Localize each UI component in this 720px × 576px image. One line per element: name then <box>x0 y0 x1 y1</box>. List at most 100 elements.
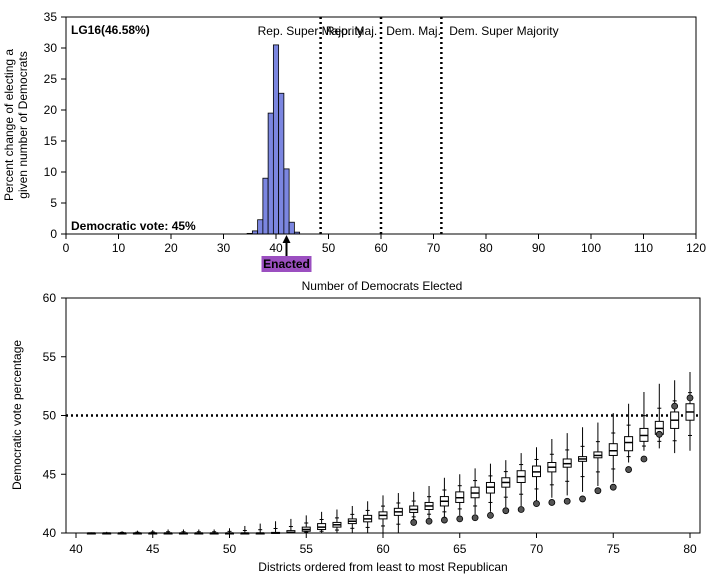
boxplot-y-tick-label: 60 <box>43 291 57 305</box>
boxplot-y-axis-label: Democratic vote percentage <box>10 340 24 490</box>
region-label: Rep. Super Majority <box>258 24 364 38</box>
box-whisker <box>317 511 327 533</box>
box-whisker <box>255 523 265 535</box>
enacted-point <box>563 497 571 505</box>
box-whisker <box>532 447 541 508</box>
histogram-bar <box>262 177 269 235</box>
histogram-x-tick-label: 50 <box>322 241 336 255</box>
histogram-x-axis-label: Number of Democrats Elected <box>302 279 463 293</box>
box-whisker <box>424 486 434 525</box>
histogram-x-tick-label: 100 <box>581 241 601 255</box>
box-whisker <box>547 439 557 506</box>
enacted-arrow-head <box>282 235 291 243</box>
enacted-point <box>517 506 525 513</box>
enacted-point <box>471 514 479 522</box>
histogram-y-tick-label: 15 <box>44 134 58 148</box>
histogram-y-axis-label-line2: given number of Democrats <box>16 51 30 198</box>
histogram-y-tick-label: 20 <box>44 103 58 117</box>
box-whisker <box>608 413 618 491</box>
box-whisker <box>670 380 680 454</box>
box-whisker <box>593 422 603 495</box>
histogram-x-tick-label: 20 <box>164 241 178 255</box>
boxplot-y-tick-label: 50 <box>43 409 57 423</box>
enacted-point <box>655 430 663 438</box>
histogram-bar <box>267 112 274 235</box>
box-whisker <box>347 505 357 533</box>
boxplot-x-tick-label: 50 <box>223 542 237 556</box>
histogram-x-tick-label: 10 <box>112 241 126 255</box>
enacted-point <box>579 495 586 503</box>
boxplot-x-axis-label: Districts ordered from least to most Rep… <box>258 560 507 574</box>
enacted-marker: Enacted <box>261 235 312 272</box>
box-whisker <box>363 501 373 533</box>
histogram-y-tick-label: 10 <box>44 165 58 179</box>
boxplot-x-tick-label: 70 <box>530 542 544 556</box>
enacted-point <box>640 455 648 463</box>
histogram-y-tick-label: 0 <box>50 227 57 241</box>
boxplot-y-tick-label: 40 <box>43 526 57 540</box>
boxplot-boxes <box>86 372 695 535</box>
boxplot-chart: 40 45 50 55 60 65 70 75 80 40 45 50 55 60 Democratic… <box>10 291 701 574</box>
boxplot-x-tick-label: 55 <box>300 542 314 556</box>
histogram-y-axis-label: Percent change of electing a given numbe… <box>2 49 30 201</box>
boxplot-x-ticks: 40 45 50 55 60 65 70 75 80 <box>69 533 697 556</box>
enacted-point <box>487 511 494 519</box>
box-whisker <box>685 372 695 451</box>
enacted-point <box>548 499 556 506</box>
enacted-label: Enacted <box>263 257 310 271</box>
enacted-point <box>686 394 694 402</box>
enacted-point <box>594 487 602 495</box>
boxplot-y-tick-label: 55 <box>43 350 57 364</box>
vote-label: Democratic vote: 45% <box>71 219 196 233</box>
histogram-y-tick-label: 25 <box>44 72 58 86</box>
histogram-x-tick-label: 30 <box>217 241 231 255</box>
box-whisker <box>378 495 388 533</box>
box-whisker <box>654 383 664 449</box>
histogram-y-tick-label: 30 <box>44 41 58 55</box>
histogram-y-tick-label: 35 <box>44 10 58 24</box>
enacted-box <box>261 256 312 272</box>
histogram-x-ticks: 0 10 20 30 40 50 60 70 80 90 100 110 120 <box>63 234 706 255</box>
boxplot-x-tick-label: 75 <box>607 542 621 556</box>
box-whisker <box>516 453 526 513</box>
histogram-bars <box>246 44 301 235</box>
box-whisker <box>271 521 281 534</box>
histogram-plot-frame <box>65 16 697 235</box>
enacted-point <box>625 466 632 473</box>
box-whisker <box>332 509 342 533</box>
histogram-x-tick-label: 60 <box>374 241 388 255</box>
box-whisker <box>439 477 449 524</box>
boxplot-y-tick-label: 45 <box>43 467 57 481</box>
box-whisker <box>455 474 465 523</box>
region-label: Rep. Maj. <box>326 24 377 38</box>
histogram-bar <box>272 44 280 235</box>
region-label: Dem. Maj. <box>386 24 441 38</box>
enacted-point <box>609 483 617 491</box>
box-whisker <box>501 460 511 515</box>
box-whisker <box>639 392 649 463</box>
box-whisker <box>578 427 588 503</box>
histogram-x-tick-label: 80 <box>479 241 493 255</box>
histogram-y-ticks: 0 5 10 15 20 25 30 35 <box>44 10 66 241</box>
enacted-point <box>425 517 433 525</box>
boxplot-x-tick-label: 65 <box>453 542 467 556</box>
enacted-point <box>671 402 679 410</box>
histogram-bar <box>288 221 295 235</box>
box-whisker <box>470 468 480 522</box>
boxplot-y-ticks: 40 45 50 55 60 <box>43 291 66 540</box>
box-whisker <box>409 491 419 526</box>
histogram-x-tick-label: 120 <box>686 241 706 255</box>
box <box>624 436 634 452</box>
histogram-bar <box>283 168 290 235</box>
histogram-x-tick-label: 40 <box>269 241 283 255</box>
box-whisker <box>624 403 634 473</box>
enacted-point <box>533 500 540 508</box>
box-whisker <box>562 433 572 505</box>
boxplot-x-tick-label: 45 <box>146 542 160 556</box>
plan-label: LG16(46.58%) <box>71 23 150 37</box>
enacted-point <box>502 507 510 515</box>
enacted-point <box>440 516 448 524</box>
boxplot-x-tick-label: 40 <box>69 542 83 556</box>
